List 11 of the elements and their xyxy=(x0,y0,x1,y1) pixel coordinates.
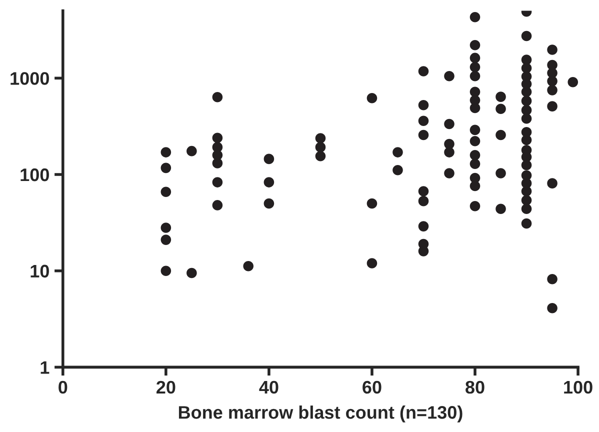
x-tick-label: 0 xyxy=(58,380,68,394)
x-tick-label: 80 xyxy=(466,380,484,394)
x-tick-label: 100 xyxy=(564,380,592,394)
y-tick-label: 1000 xyxy=(10,72,49,85)
x-axis-title: Bone marrow blast count (n=130) xyxy=(178,406,462,422)
x-tick-label: 60 xyxy=(362,380,382,394)
y-tick-label: 10 xyxy=(30,264,49,278)
x-tick-label: 40 xyxy=(259,380,278,394)
y-tick-label: 100 xyxy=(20,168,49,182)
x-tick-label: 20 xyxy=(156,380,176,394)
y-tick-label: 1 xyxy=(40,361,50,374)
